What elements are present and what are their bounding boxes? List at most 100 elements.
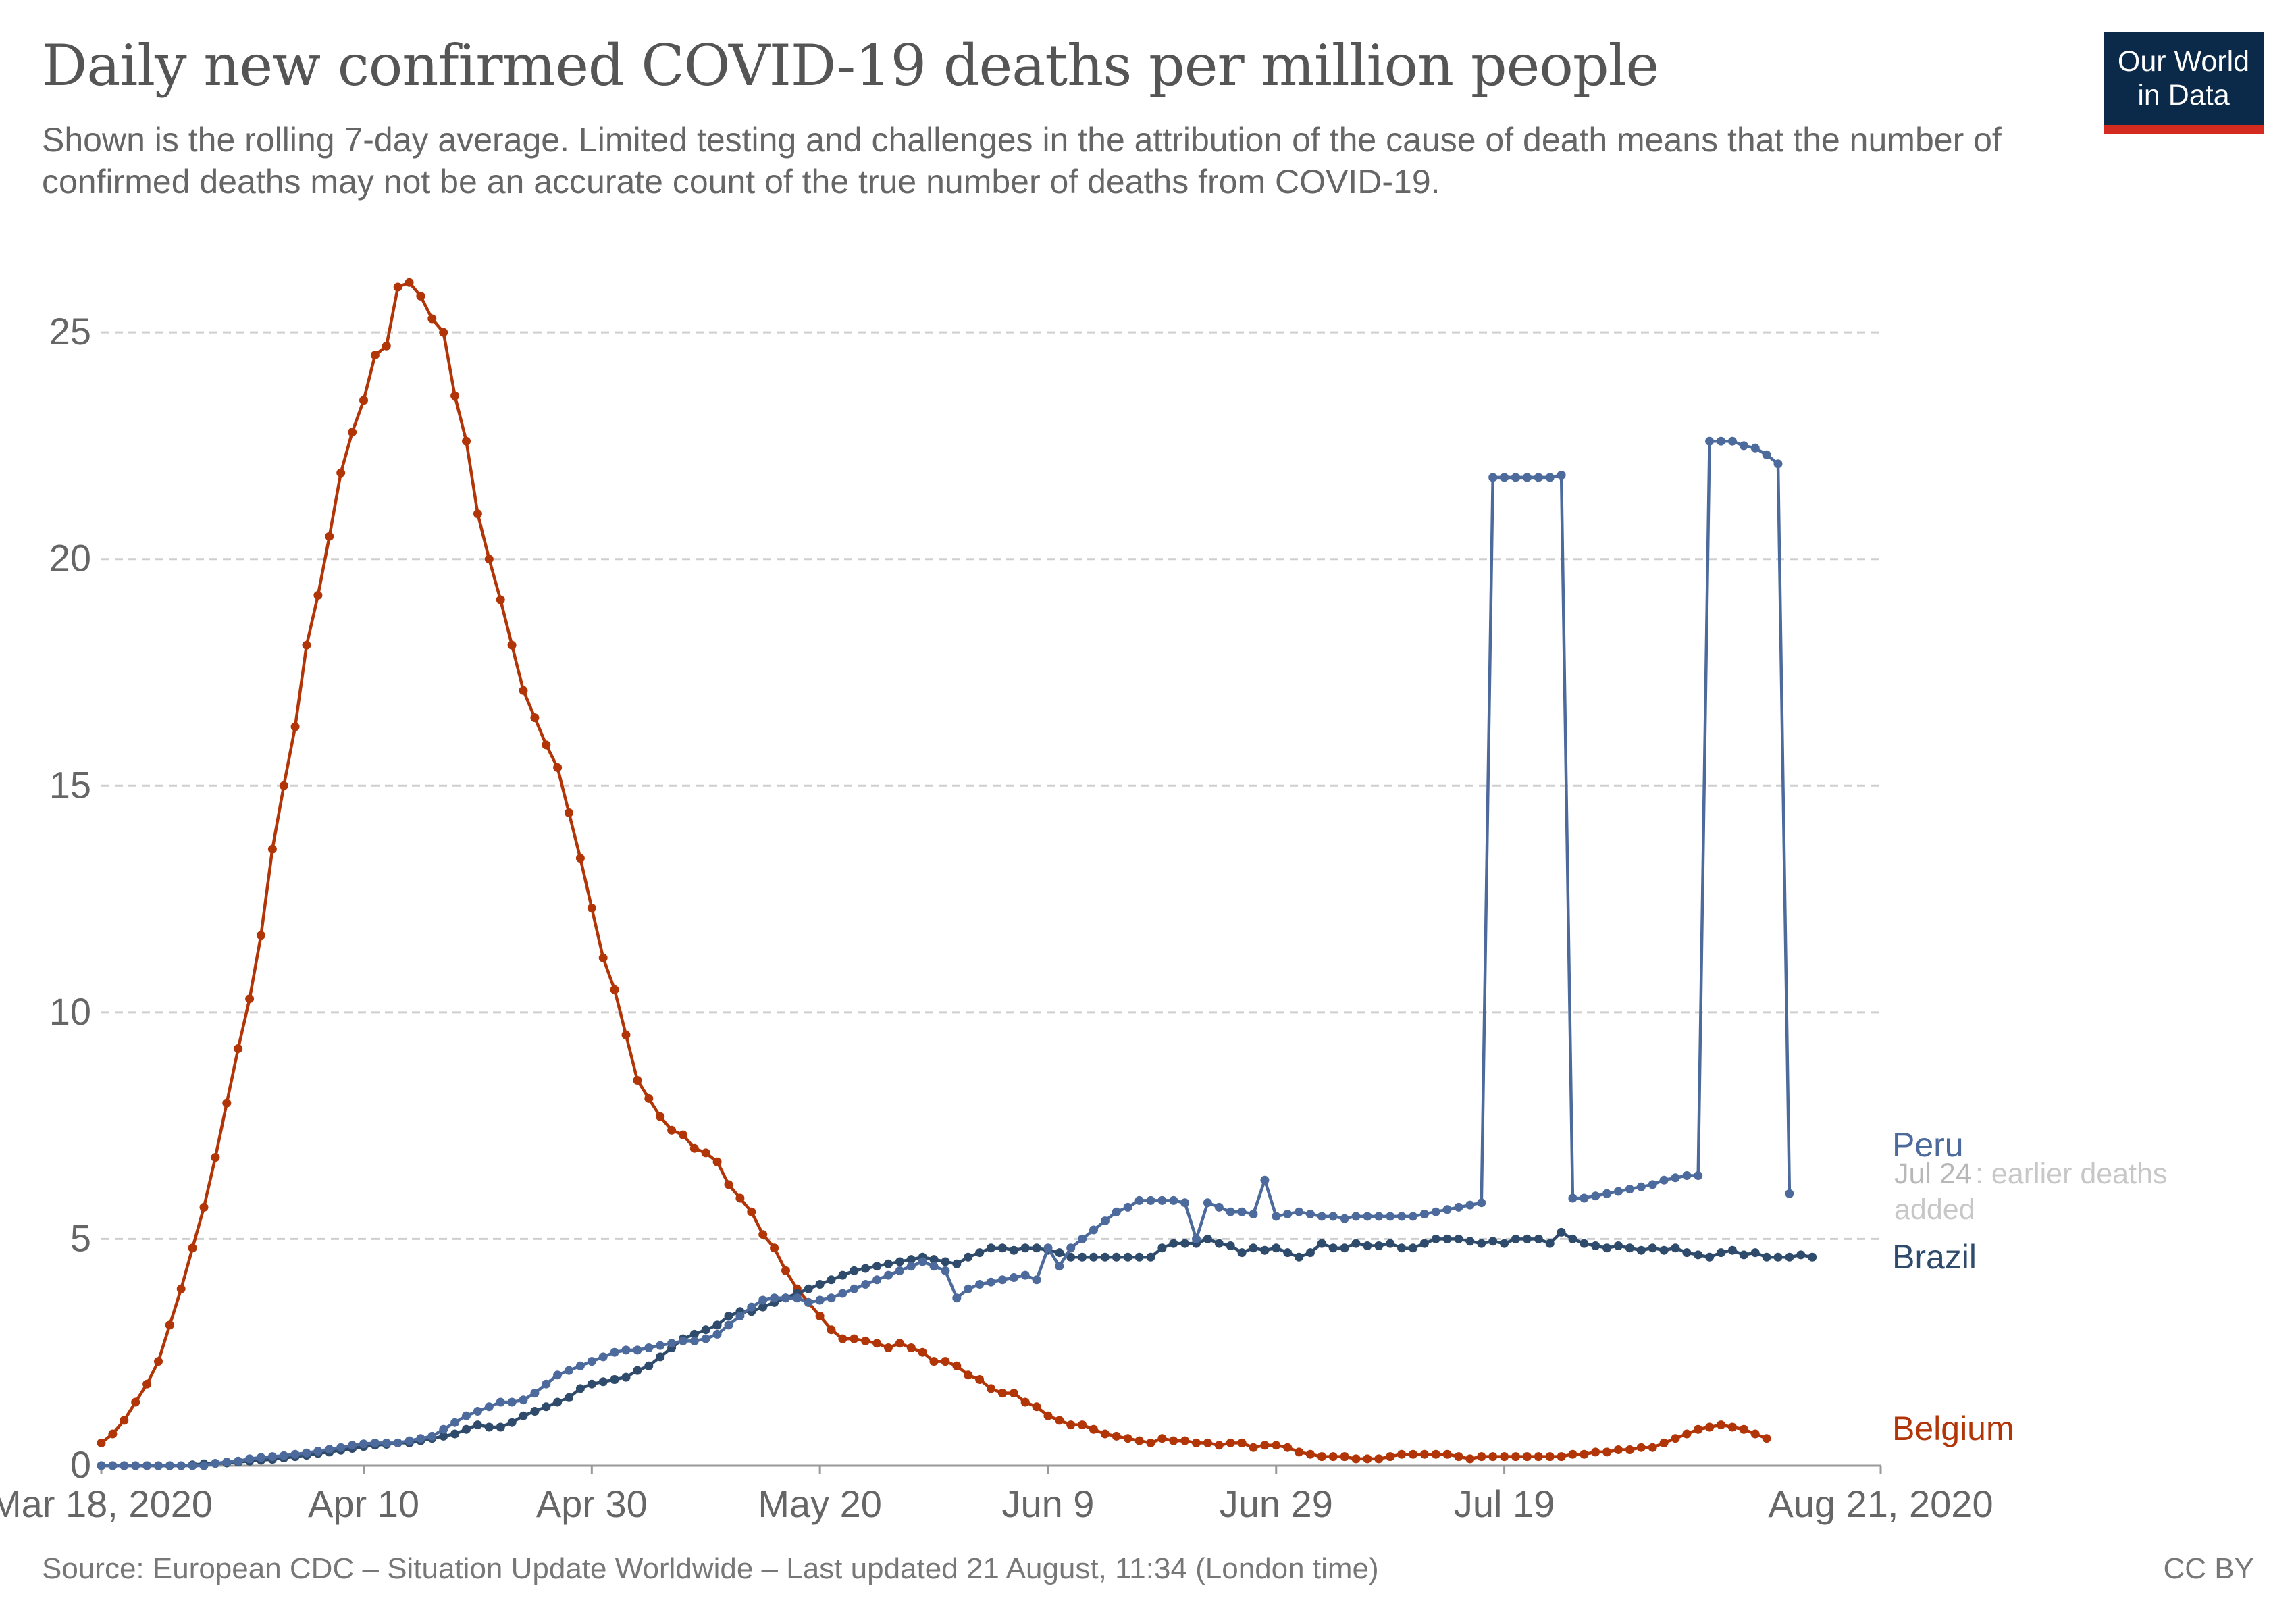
- data-point: [1625, 1445, 1634, 1454]
- data-point: [154, 1461, 163, 1470]
- data-point: [1511, 1234, 1520, 1243]
- data-point: [792, 1293, 802, 1303]
- chart-title: Daily new confirmed COVID-19 deaths per …: [42, 32, 1659, 99]
- data-point: [815, 1280, 825, 1289]
- data-point: [1249, 1443, 1258, 1452]
- data-point: [336, 468, 346, 478]
- data-point: [1340, 1214, 1349, 1223]
- data-point: [1192, 1234, 1201, 1243]
- data-point: [633, 1345, 642, 1355]
- data-point: [565, 808, 573, 817]
- data-point: [1237, 1248, 1247, 1258]
- data-point: [1260, 1441, 1270, 1450]
- owid-logo[interactable]: Our World in Data: [2104, 32, 2264, 134]
- data-point: [884, 1270, 893, 1280]
- data-point: [1488, 1452, 1498, 1462]
- data-point: [1192, 1438, 1201, 1447]
- annotation-date: Jul 24: [1894, 1158, 1972, 1190]
- data-point: [1032, 1275, 1041, 1285]
- data-point: [1694, 1171, 1703, 1180]
- data-point: [997, 1389, 1007, 1398]
- data-point: [519, 1411, 528, 1420]
- data-point: [507, 1418, 517, 1427]
- data-point: [1100, 1252, 1110, 1262]
- data-point: [1328, 1212, 1338, 1221]
- data-point: [542, 1402, 551, 1412]
- data-point: [1226, 1241, 1235, 1250]
- y-gridlines: [101, 331, 1881, 1240]
- data-point: [1442, 1234, 1452, 1243]
- data-point: [1431, 1234, 1440, 1243]
- data-point: [1214, 1239, 1224, 1248]
- data-point: [1602, 1189, 1612, 1198]
- data-point: [1636, 1245, 1646, 1255]
- data-point: [689, 1329, 699, 1339]
- data-point: [530, 1389, 540, 1398]
- data-point: [245, 994, 255, 1004]
- data-point: [975, 1248, 985, 1258]
- data-point: [1727, 436, 1737, 446]
- data-point: [1580, 1193, 1589, 1203]
- data-point: [758, 1302, 768, 1312]
- data-point: [1454, 1452, 1463, 1462]
- series-peru: [97, 436, 1794, 1470]
- data-point: [610, 985, 619, 994]
- data-point: [861, 1264, 870, 1273]
- data-point: [1374, 1454, 1384, 1464]
- data-point: [1386, 1452, 1395, 1462]
- data-point: [1295, 1207, 1304, 1216]
- data-point: [222, 1458, 232, 1467]
- data-point: [142, 1461, 152, 1470]
- data-point: [1477, 1239, 1486, 1248]
- y-tick-label: 5: [70, 1216, 91, 1259]
- data-point: [872, 1275, 882, 1285]
- data-point: [575, 1384, 585, 1393]
- data-point: [850, 1284, 859, 1293]
- data-point: [1625, 1185, 1634, 1194]
- data-point: [325, 1445, 334, 1454]
- data-point: [359, 1439, 368, 1449]
- data-point: [462, 436, 471, 446]
- data-point: [382, 341, 391, 351]
- data-point: [1043, 1411, 1053, 1420]
- data-point: [724, 1180, 733, 1189]
- data-point: [1648, 1243, 1657, 1253]
- data-point: [1397, 1449, 1407, 1459]
- data-point: [1694, 1424, 1703, 1434]
- data-point: [1477, 1198, 1486, 1208]
- y-tick-label: 10: [49, 990, 91, 1033]
- data-point: [1089, 1252, 1098, 1262]
- series-line-peru: [101, 439, 1792, 1468]
- data-point: [1717, 1420, 1725, 1430]
- data-point: [1123, 1434, 1132, 1443]
- data-point: [234, 1044, 243, 1053]
- data-point: [621, 1030, 631, 1039]
- data-point: [234, 1456, 243, 1466]
- data-point: [689, 1336, 699, 1345]
- data-point: [1419, 1239, 1429, 1248]
- data-point: [587, 904, 596, 912]
- x-tick-label: Apr 10: [308, 1483, 419, 1525]
- series-belgium: [97, 278, 1771, 1464]
- data-point: [861, 1280, 870, 1289]
- data-point: [906, 1343, 916, 1352]
- data-point: [1557, 1227, 1566, 1237]
- data-point: [815, 1312, 825, 1320]
- data-point: [439, 1424, 448, 1434]
- data-point: [1705, 1422, 1715, 1432]
- data-point: [964, 1370, 973, 1380]
- data-point: [1180, 1239, 1190, 1248]
- data-point: [838, 1334, 847, 1343]
- data-point: [1272, 1212, 1281, 1221]
- data-point: [1602, 1243, 1612, 1253]
- data-point: [952, 1293, 962, 1303]
- data-point: [1762, 1252, 1771, 1262]
- data-point: [587, 1357, 596, 1366]
- data-point: [1750, 1248, 1760, 1258]
- data-point: [1762, 450, 1771, 459]
- data-point: [1808, 1252, 1817, 1262]
- license-link[interactable]: CC BY: [2163, 1552, 2254, 1585]
- data-point: [462, 1424, 471, 1434]
- annotation-text: : earlier deaths added: [1894, 1158, 2167, 1226]
- data-point: [1762, 1434, 1771, 1443]
